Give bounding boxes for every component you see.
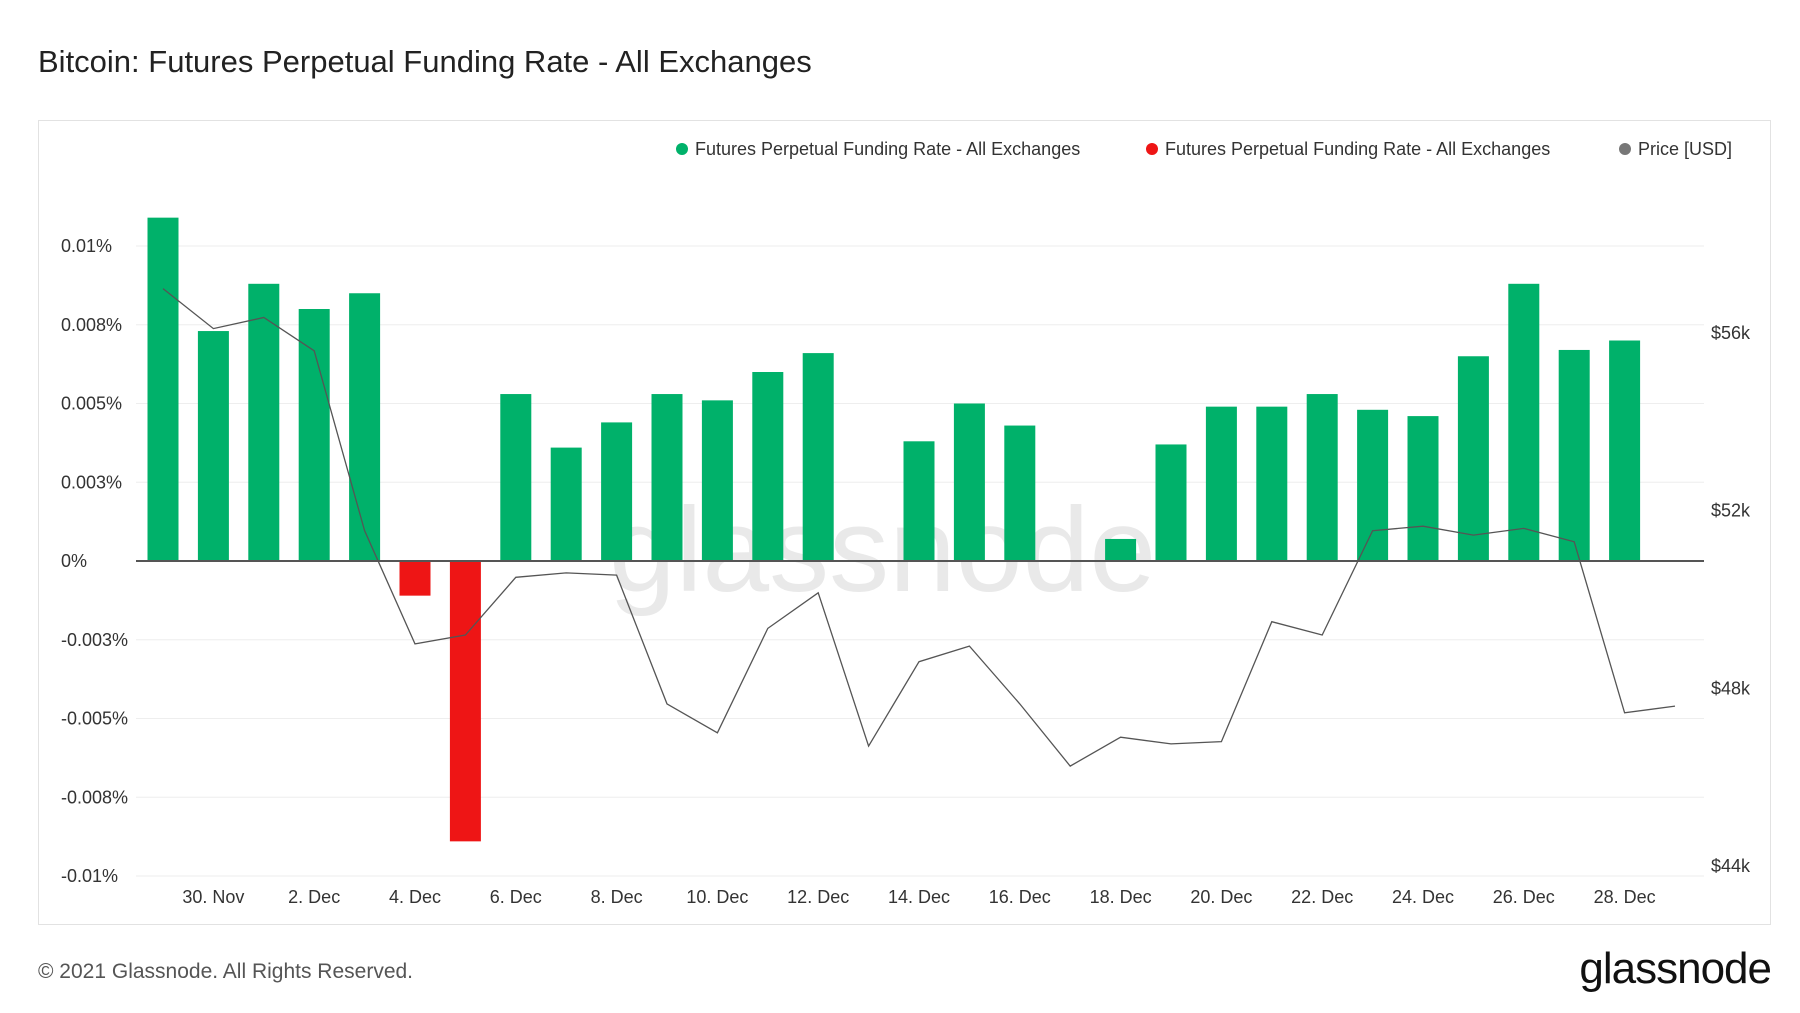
legend-label: Price [USD] [1638, 139, 1732, 159]
y-axis-left-tick-label: -0.008% [61, 787, 128, 807]
x-axis-tick-label: 10. Dec [686, 887, 748, 907]
y-axis-right-tick-label: $56k [1711, 323, 1751, 343]
x-axis-tick-label: 16. Dec [989, 887, 1051, 907]
bar-positive [1407, 416, 1439, 561]
x-axis-tick-label: 26. Dec [1493, 887, 1555, 907]
glassnode-logo: glassnode [1579, 944, 1772, 993]
bar-positive [1357, 409, 1389, 561]
x-axis-tick-label: 28. Dec [1594, 887, 1656, 907]
bar-positive [147, 217, 179, 561]
bar-positive [903, 441, 935, 561]
x-axis-tick-label: 2. Dec [288, 887, 340, 907]
bar-positive [953, 403, 985, 561]
chart-svg: glassnode 0.01% 0.008% 0.005% 0.003% 0% -0.003… [61, 139, 1751, 907]
copyright-text: © 2021 Glassnode. All Rights Reserved. [38, 960, 414, 983]
bar-positive [1205, 406, 1237, 561]
y-axis-left-tick-label: -0.003% [61, 630, 128, 650]
bar-positive [601, 422, 633, 561]
bar-positive [1508, 283, 1540, 561]
chart-title: Bitcoin: Futures Perpetual Funding Rate … [38, 44, 812, 79]
bar-negative [449, 561, 481, 842]
bar-positive [802, 353, 834, 561]
x-axis-tick-label: 4. Dec [389, 887, 441, 907]
bar-positive [1105, 538, 1137, 561]
y-axis-left-tick-label: -0.01% [61, 866, 118, 886]
x-axis-tick-label: 6. Dec [490, 887, 542, 907]
bar-positive [651, 394, 683, 561]
x-axis-tick-label: 24. Dec [1392, 887, 1454, 907]
x-axis-tick-label: 20. Dec [1190, 887, 1252, 907]
legend-marker [1146, 143, 1158, 155]
x-axis-tick-label: 12. Dec [787, 887, 849, 907]
bar-positive [1155, 444, 1187, 561]
y-axis-left-tick-label: 0% [61, 551, 87, 571]
bar-positive [248, 283, 280, 561]
bar-positive [197, 331, 229, 561]
bar-positive [349, 293, 381, 561]
x-axis-tick-label: 30. Nov [182, 887, 244, 907]
legend-marker [1619, 143, 1631, 155]
watermark-text: glassnode [609, 483, 1156, 617]
bar-negative [399, 561, 431, 596]
legend-marker [676, 143, 688, 155]
y-axis-left-tick-label: -0.005% [61, 709, 128, 729]
bar-positive [550, 447, 582, 561]
x-axis-tick-label: 8. Dec [591, 887, 643, 907]
x-axis-tick-label: 22. Dec [1291, 887, 1353, 907]
x-axis-tick-label: 14. Dec [888, 887, 950, 907]
y-axis-right-tick-label: $48k [1711, 678, 1751, 698]
bar-positive [298, 309, 330, 561]
legend-label: Futures Perpetual Funding Rate - All Exc… [695, 139, 1080, 159]
y-axis-left-tick-label: 0.01% [61, 236, 112, 256]
bar-positive [500, 394, 532, 561]
y-axis-left-tick-label: 0.003% [61, 472, 122, 492]
bar-positive [1558, 349, 1590, 561]
bar-positive [1609, 340, 1641, 561]
y-axis-left-tick-label: 0.005% [61, 394, 122, 414]
chart-panel: glassnode 0.01% 0.008% 0.005% 0.003% 0% -0.003… [38, 120, 1771, 925]
bar-positive [701, 400, 733, 561]
y-axis-right-tick-label: $52k [1711, 501, 1751, 521]
bar-positive [1004, 425, 1036, 561]
legend-label: Futures Perpetual Funding Rate - All Exc… [1165, 139, 1550, 159]
y-axis-right-tick-label: $44k [1711, 856, 1751, 876]
x-axis-tick-label: 18. Dec [1090, 887, 1152, 907]
price-line [162, 288, 1676, 767]
bar-positive [1457, 356, 1489, 561]
bar-positive [752, 372, 784, 561]
bar-positive [1256, 406, 1288, 561]
y-axis-left-tick-label: 0.008% [61, 315, 122, 335]
bar-positive [1306, 394, 1338, 561]
